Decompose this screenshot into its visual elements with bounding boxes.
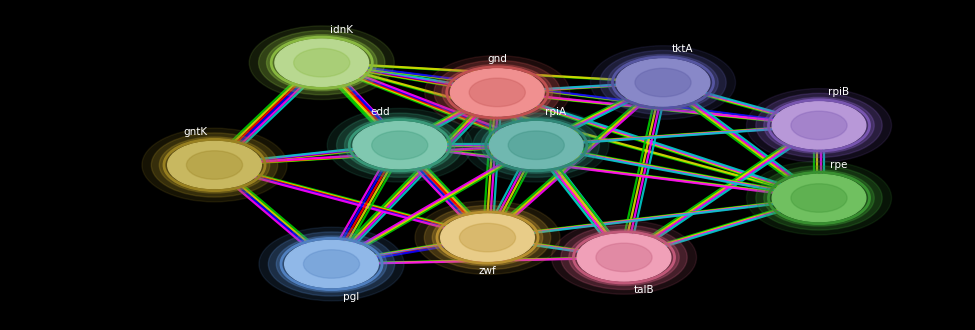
Ellipse shape xyxy=(489,121,583,169)
Ellipse shape xyxy=(756,166,882,230)
Ellipse shape xyxy=(600,50,726,115)
Ellipse shape xyxy=(568,229,680,285)
Ellipse shape xyxy=(424,206,551,270)
Ellipse shape xyxy=(344,117,455,173)
Ellipse shape xyxy=(293,49,350,77)
Ellipse shape xyxy=(635,68,691,97)
Ellipse shape xyxy=(441,214,534,261)
Ellipse shape xyxy=(459,223,516,252)
Ellipse shape xyxy=(473,113,600,177)
Ellipse shape xyxy=(596,243,652,272)
Ellipse shape xyxy=(747,88,891,162)
Ellipse shape xyxy=(303,250,360,278)
Ellipse shape xyxy=(186,151,243,179)
Ellipse shape xyxy=(434,60,561,124)
Ellipse shape xyxy=(285,240,378,288)
Ellipse shape xyxy=(268,232,395,296)
Text: talB: talB xyxy=(633,285,654,295)
Ellipse shape xyxy=(336,113,463,177)
Ellipse shape xyxy=(250,26,394,100)
Text: gnd: gnd xyxy=(488,54,507,64)
Ellipse shape xyxy=(747,161,891,235)
Ellipse shape xyxy=(259,227,404,301)
Ellipse shape xyxy=(791,184,847,212)
Ellipse shape xyxy=(371,131,428,159)
Ellipse shape xyxy=(616,59,710,106)
Text: idnK: idnK xyxy=(330,25,353,35)
Ellipse shape xyxy=(763,170,875,226)
Ellipse shape xyxy=(258,31,385,95)
Ellipse shape xyxy=(328,108,472,182)
Ellipse shape xyxy=(552,220,696,294)
Ellipse shape xyxy=(561,225,687,289)
Ellipse shape xyxy=(425,55,569,129)
Ellipse shape xyxy=(275,39,369,86)
Ellipse shape xyxy=(464,108,608,182)
Text: gntK: gntK xyxy=(183,127,207,137)
Ellipse shape xyxy=(591,46,735,119)
Ellipse shape xyxy=(442,64,553,120)
Ellipse shape xyxy=(142,128,287,202)
Text: pgl: pgl xyxy=(343,292,359,302)
Ellipse shape xyxy=(481,117,592,173)
Ellipse shape xyxy=(763,97,875,153)
Text: rpiA: rpiA xyxy=(545,107,566,117)
Ellipse shape xyxy=(276,236,387,292)
Ellipse shape xyxy=(415,201,560,275)
Ellipse shape xyxy=(159,137,270,193)
Ellipse shape xyxy=(450,69,544,116)
Ellipse shape xyxy=(266,35,377,91)
Ellipse shape xyxy=(432,210,543,266)
Ellipse shape xyxy=(791,111,847,140)
Ellipse shape xyxy=(151,133,278,197)
Ellipse shape xyxy=(508,131,565,159)
Ellipse shape xyxy=(756,93,882,157)
Ellipse shape xyxy=(772,174,866,222)
Text: tktA: tktA xyxy=(672,45,693,54)
Text: zwf: zwf xyxy=(479,266,496,276)
Ellipse shape xyxy=(577,234,671,281)
Ellipse shape xyxy=(353,121,447,169)
Ellipse shape xyxy=(772,102,866,149)
Ellipse shape xyxy=(607,54,719,111)
Text: edd: edd xyxy=(370,107,390,117)
Text: rpe: rpe xyxy=(830,160,847,170)
Text: rpiB: rpiB xyxy=(828,87,849,97)
Ellipse shape xyxy=(469,78,526,107)
Ellipse shape xyxy=(168,141,261,189)
